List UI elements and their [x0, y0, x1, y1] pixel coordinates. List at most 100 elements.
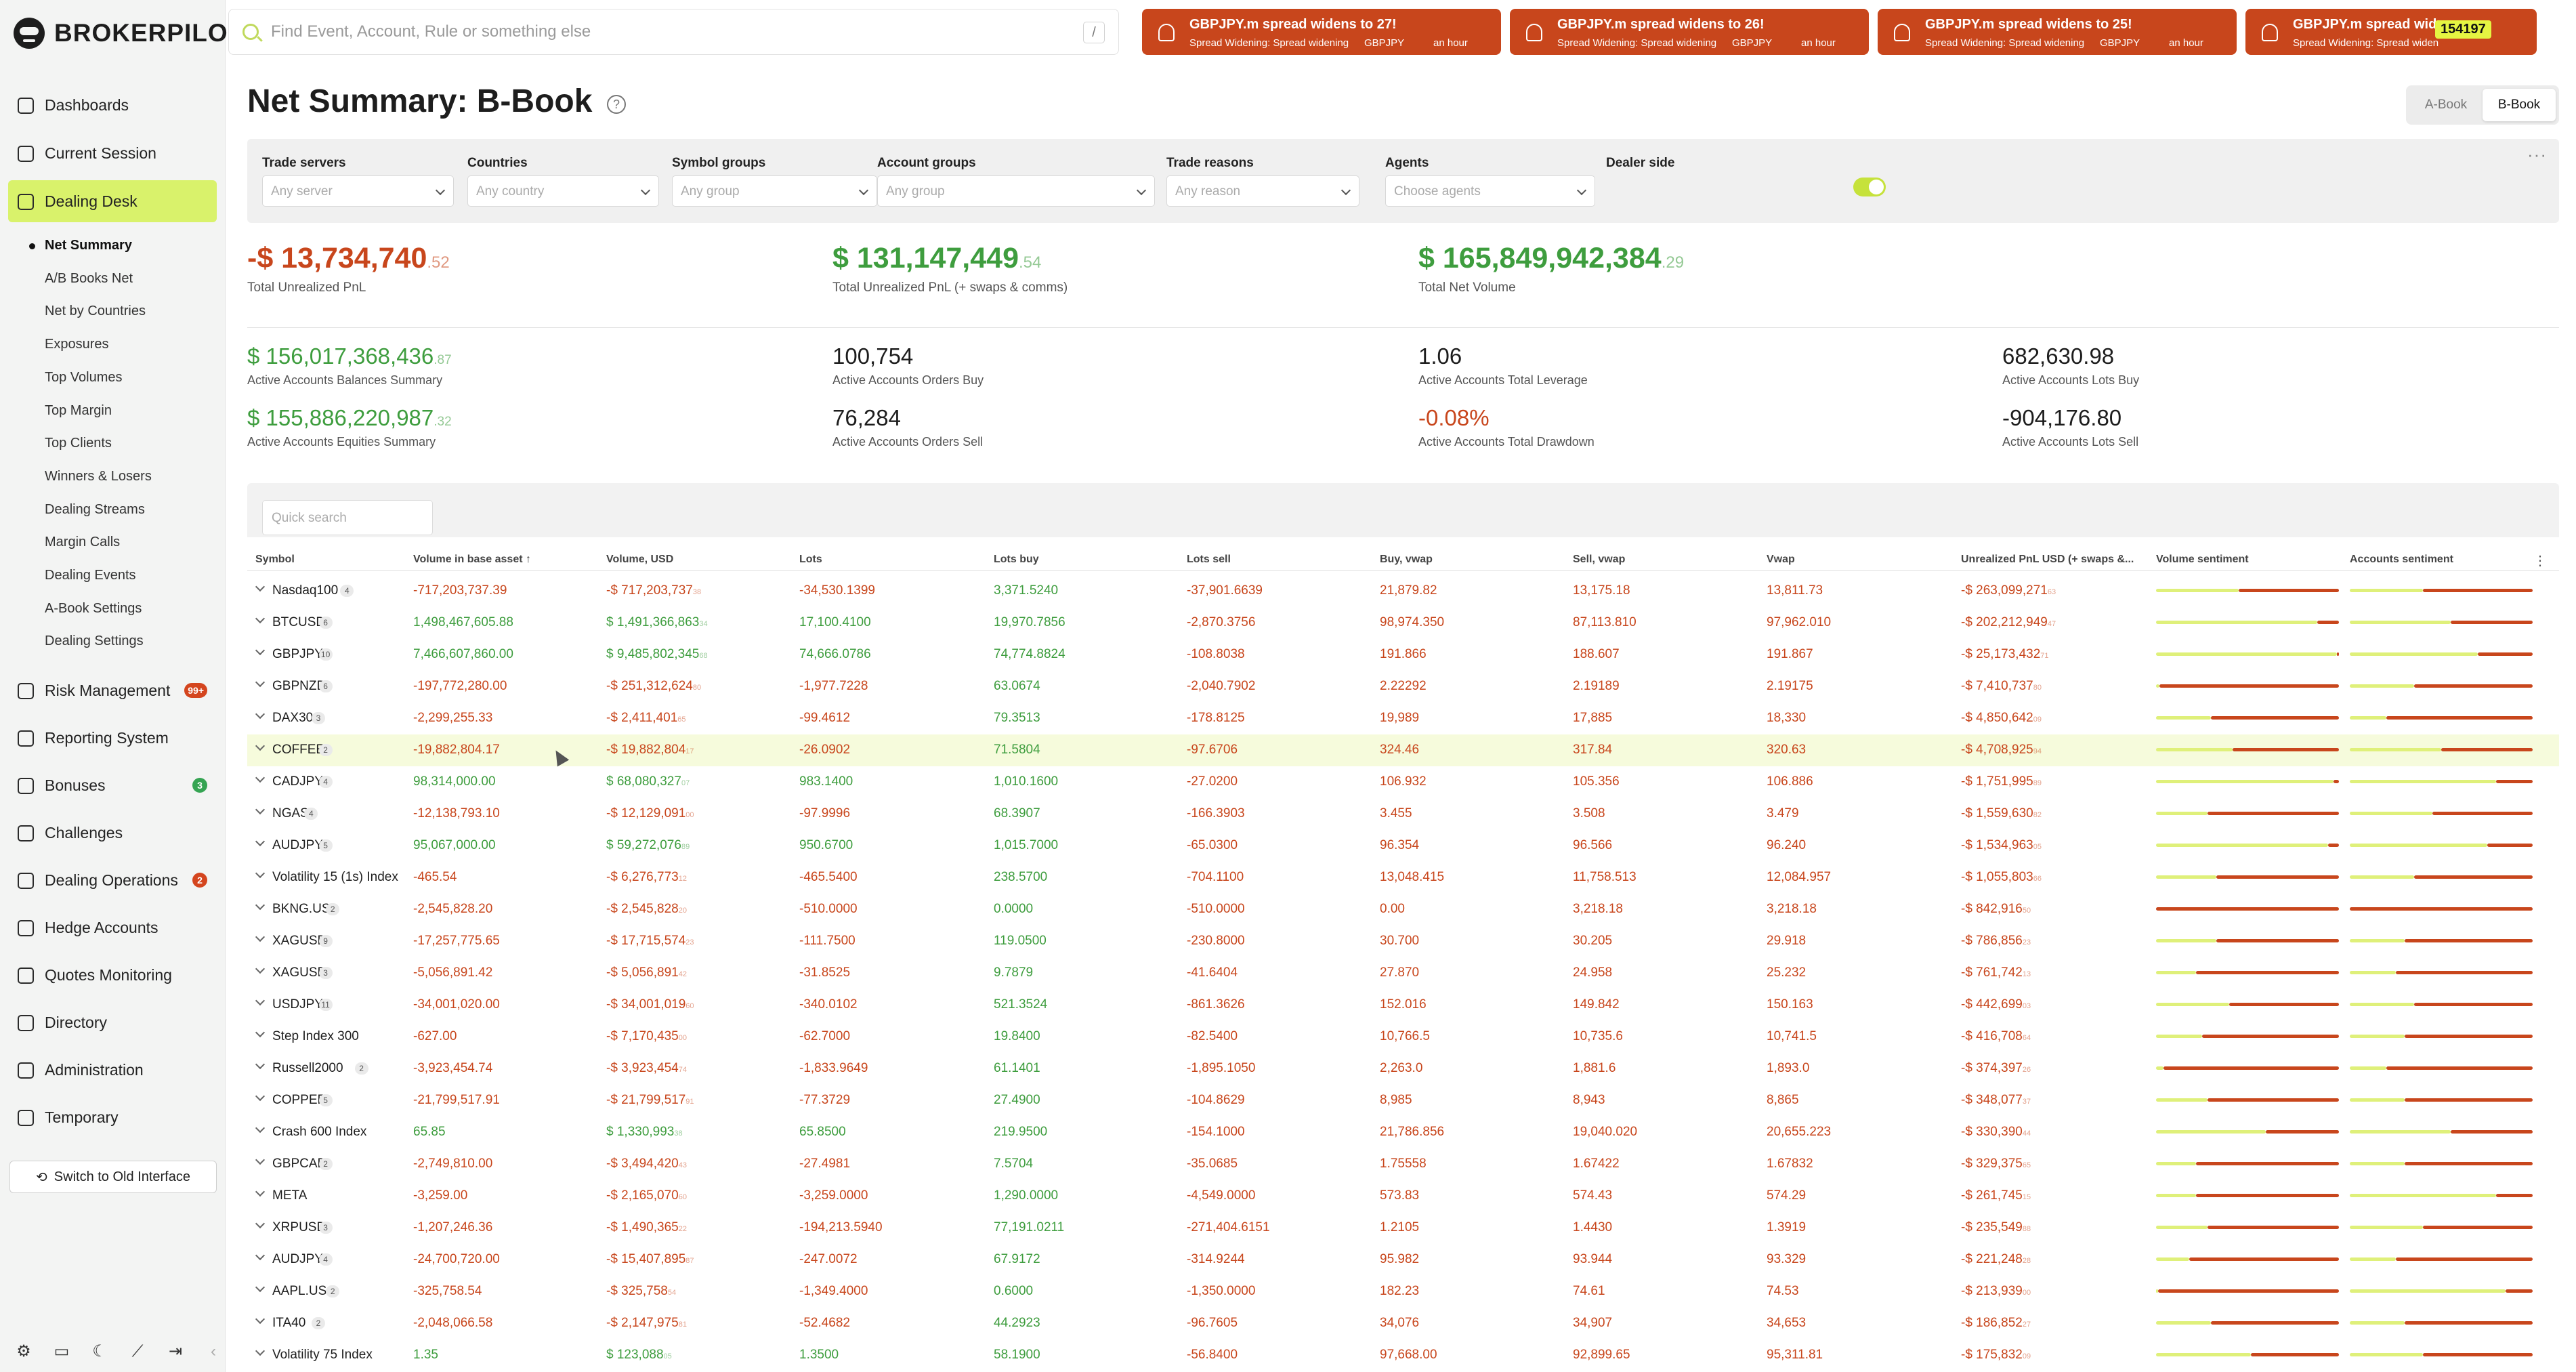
logo[interactable]: BROKERPILOT [14, 16, 244, 50]
table-row[interactable]: Nasdaq100 4 -717,203,737.39 -$ 717,203,7373… [247, 575, 2559, 607]
expand-chevron-icon[interactable] [255, 772, 266, 783]
table-row[interactable]: Crash 600 Index 65.85 $ 1,330,99338 65.8500… [247, 1117, 2559, 1148]
expand-chevron-icon[interactable] [255, 677, 266, 688]
expand-chevron-icon[interactable] [255, 932, 266, 942]
sidebar-item-dealing-operations[interactable]: Dealing Operations 2 [8, 859, 217, 901]
column-header-buy-vwap[interactable]: Buy, vwap [1380, 554, 1433, 565]
collapse-sidebar-icon[interactable]: ‹ [211, 1342, 216, 1360]
column-header-lots[interactable]: Lots [799, 554, 822, 565]
alert-card[interactable]: GBPJPY.m spread widens Spread Widening: S… [2245, 9, 2537, 55]
table-row[interactable]: META -3,259.00 -$ 2,165,07060 -3,259.0000 1,… [247, 1180, 2559, 1212]
sidebar-item-administration[interactable]: Administration [8, 1049, 217, 1091]
subnav-item-top-volumes[interactable]: Top Volumes [45, 369, 123, 385]
expand-chevron-icon[interactable] [255, 1027, 266, 1038]
filter-select-countries[interactable]: Any country [467, 175, 659, 207]
sidebar-item-challenges[interactable]: Challenges [8, 812, 217, 854]
expand-chevron-icon[interactable] [255, 709, 266, 720]
table-row[interactable]: GBPNZD 6 -197,772,280.00 -$ 251,312,62480 -1… [247, 671, 2559, 703]
alert-card[interactable]: GBPJPY.m spread widens to 27! Spread Wide… [1142, 9, 1501, 55]
table-row[interactable]: NGAS 4 -12,138,793.10 -$ 12,129,09100 -97.99… [247, 798, 2559, 830]
expand-chevron-icon[interactable] [255, 995, 266, 1006]
table-row[interactable]: XAGUSD 3 -5,056,891.42 -$ 5,056,89142 -31.85… [247, 957, 2559, 989]
global-search-input[interactable]: Find Event, Account, Rule or something e… [228, 9, 1119, 55]
subnav-item-net-summary[interactable]: Net Summary [29, 238, 132, 253]
sidebar-item-reporting-system[interactable]: Reporting System [8, 717, 217, 759]
expand-chevron-icon[interactable] [255, 1059, 266, 1070]
table-row[interactable]: Russell2000 2 -3,923,454.74 -$ 3,923,45474-… [247, 1053, 2559, 1085]
table-row[interactable]: GBPCAD 2 -2,749,810.00 -$ 3,494,42043 -27.49… [247, 1148, 2559, 1180]
table-row[interactable]: Volatility 15 (1s) Index -465.54 -$ 6,276,… [247, 862, 2559, 894]
alert-card[interactable]: GBPJPY.m spread widens to 26! Spread Wide… [1510, 9, 1869, 55]
dealer-side-toggle[interactable] [1853, 178, 1886, 196]
subnav-item-a-book-settings[interactable]: A-Book Settings [45, 600, 142, 616]
column-header-vwap[interactable]: Vwap [1767, 554, 1795, 565]
subnav-item-top-margin[interactable]: Top Margin [45, 402, 112, 418]
table-row[interactable]: AUDJPY 5 95,067,000.00 $ 59,272,07689 950.67… [247, 830, 2559, 862]
table-row[interactable]: CADJPY 4 98,314,000.00 $ 68,080,32707 983.14… [247, 766, 2559, 798]
expand-chevron-icon[interactable] [255, 868, 266, 879]
sidebar-item-quotes-monitoring[interactable]: Quotes Monitoring [8, 954, 217, 996]
table-row[interactable]: Step Index 300 -627.00 -$ 7,170,43500 -62.7… [247, 1021, 2559, 1053]
subnav-item-top-clients[interactable]: Top Clients [45, 436, 112, 451]
settings-icon[interactable]: ⚙ [16, 1342, 31, 1360]
sidebar-item-current-session[interactable]: Current Session [8, 132, 217, 174]
table-row[interactable]: ITA40 2 -2,048,066.58 -$ 2,147,97581 -52.468… [247, 1308, 2559, 1339]
moon-icon[interactable]: ☾ [92, 1342, 107, 1360]
subnav-item-dealing-settings[interactable]: Dealing Settings [45, 633, 144, 649]
column-header-volume-usd[interactable]: Volume, USD [606, 554, 674, 565]
column-menu-icon[interactable]: ⋮ [2533, 554, 2547, 568]
column-header-symbol[interactable]: Symbol [255, 554, 295, 565]
expand-chevron-icon[interactable] [255, 900, 266, 911]
alert-card[interactable]: GBPJPY.m spread widens to 25! Spread Wide… [1878, 9, 2237, 55]
filter-select-trade-reasons[interactable]: Any reason [1166, 175, 1359, 207]
subnav-item-margin-calls[interactable]: Margin Calls [45, 535, 121, 550]
sidebar-item-dashboards[interactable]: Dashboards [8, 84, 217, 126]
subnav-item-net-by-countries[interactable]: Net by Countries [45, 304, 146, 319]
column-header-lots-sell[interactable]: Lots sell [1187, 554, 1231, 565]
table-row[interactable]: XAGUSD 9 -17,257,775.65 -$ 17,715,57423 -111… [247, 926, 2559, 957]
filter-select-symbol-groups[interactable]: Any group [672, 175, 877, 207]
table-row[interactable]: XRPUSD 3 -1,207,246.36 -$ 1,490,36522 -194,2… [247, 1212, 2559, 1244]
subnav-item-winners-losers[interactable]: Winners & Losers [45, 468, 152, 484]
table-row[interactable]: DAX30 3 -2,299,255.33 -$ 2,411,40165 -99.461… [247, 703, 2559, 734]
alert-count-badge[interactable]: 154197 [2435, 20, 2491, 39]
sidebar-item-temporary[interactable]: Temporary [8, 1096, 217, 1138]
expand-chevron-icon[interactable] [255, 1155, 266, 1165]
expand-chevron-icon[interactable] [255, 1314, 266, 1325]
column-header-lots-buy[interactable]: Lots buy [994, 554, 1039, 565]
table-row[interactable]: Volatility 75 Index 1.35 $ 123,08805 1.3500… [247, 1339, 2559, 1371]
expand-chevron-icon[interactable] [255, 1282, 266, 1293]
tab-b-book[interactable]: B-Book [2483, 89, 2556, 121]
expand-chevron-icon[interactable] [255, 581, 266, 592]
subnav-item-dealing-streams[interactable]: Dealing Streams [45, 501, 145, 517]
wand-icon[interactable]: ⟋ [131, 1342, 144, 1360]
filter-select-agents[interactable]: Choose agents [1385, 175, 1595, 207]
table-row[interactable]: COFFEE 2 -19,882,804.17 -$ 19,882,80417 -26.… [247, 734, 2559, 766]
sidebar-item-directory[interactable]: Directory [8, 1001, 217, 1043]
subnav-item-dealing-events[interactable]: Dealing Events [45, 568, 136, 583]
expand-chevron-icon[interactable] [255, 1250, 266, 1261]
sidebar-item-bonuses[interactable]: Bonuses 3 [8, 764, 217, 806]
more-options-icon[interactable]: ··· [2527, 144, 2547, 165]
help-icon[interactable]: ? [607, 95, 626, 114]
expand-chevron-icon[interactable] [255, 645, 266, 656]
filter-select-trade-servers[interactable]: Any server [262, 175, 454, 207]
table-row[interactable]: GBPJPY 10 7,466,607,860.00 $ 9,485,802,3456… [247, 639, 2559, 671]
column-header-volume-sentiment[interactable]: Volume sentiment [2156, 554, 2249, 565]
column-header-unrealized-pnl-usd-swaps[interactable]: Unrealized PnL USD (+ swaps &... [1961, 554, 2134, 565]
tab-a-book[interactable]: A-Book [2424, 98, 2468, 112]
subnav-item-a-b-books-net[interactable]: A/B Books Net [45, 270, 133, 286]
expand-chevron-icon[interactable] [255, 1091, 266, 1102]
expand-chevron-icon[interactable] [255, 836, 266, 847]
expand-chevron-icon[interactable] [255, 741, 266, 751]
table-row[interactable]: BKNG.US 2 -2,545,828.20 -$ 2,545,82820 -510.… [247, 894, 2559, 926]
column-header-sell-vwap[interactable]: Sell, vwap [1573, 554, 1626, 565]
sidebar-item-risk-management[interactable]: Risk Management 99+ [8, 669, 217, 711]
monitor-icon[interactable]: ▭ [54, 1342, 70, 1360]
table-row[interactable]: BTCUSD 6 1,498,467,605.88 $ 1,491,366,86334… [247, 607, 2559, 639]
expand-chevron-icon[interactable] [255, 963, 266, 974]
column-header-volume-in-base-asset[interactable]: Volume in base asset ↑ [413, 554, 531, 565]
table-row[interactable]: AUDJPY 4 -24,700,720.00 -$ 15,407,89587 -247… [247, 1244, 2559, 1276]
expand-chevron-icon[interactable] [255, 613, 266, 624]
sidebar-item-dealing-desk[interactable]: Dealing Desk [8, 180, 217, 222]
